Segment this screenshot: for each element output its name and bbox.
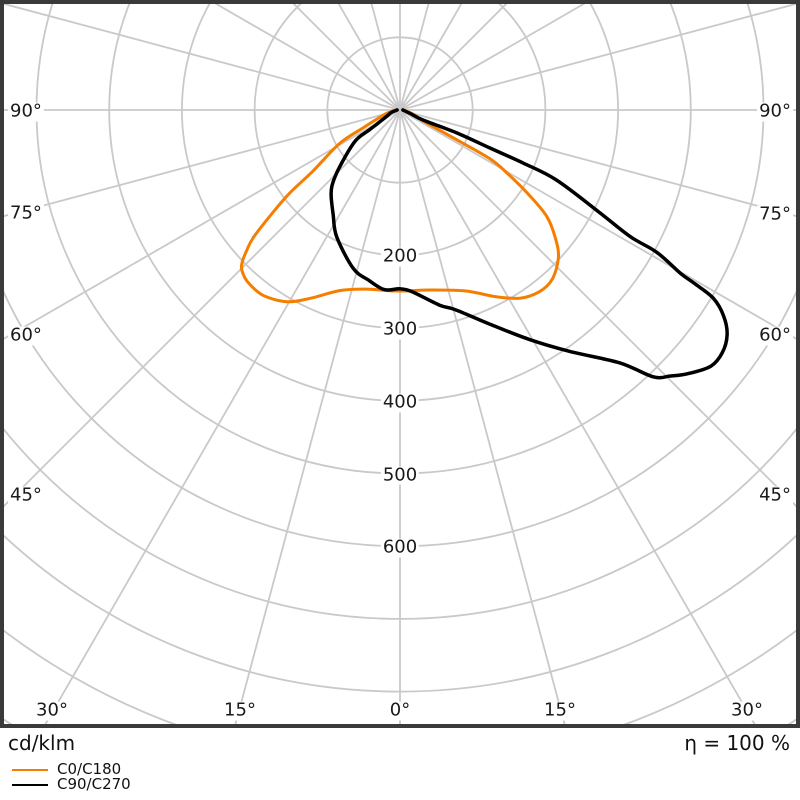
angle-label-45deg: 45° <box>757 484 793 506</box>
legend-swatch-c90-c270 <box>12 783 48 786</box>
legend: C0/C180 C90/C270 <box>12 762 131 792</box>
efficiency-label: η = 100 % <box>684 731 790 755</box>
grid-spoke <box>399 109 796 340</box>
angle-label-60deg: 60° <box>8 324 44 346</box>
grid-spoke <box>399 4 796 111</box>
series-curve-c90-c270 <box>329 108 729 380</box>
ring-label-200: 200 <box>380 245 420 267</box>
angle-label-90deg: 90° <box>757 100 793 122</box>
polar-chart: 200 300 400 500 600 90° 75° 60° 45° 90° 75° 60° 45° 3… <box>0 0 800 728</box>
legend-item-c90-c270: C90/C270 <box>12 777 131 792</box>
angle-label-15deg: 15° <box>542 699 578 721</box>
angle-label-45deg: 45° <box>8 484 44 506</box>
grid-spoke <box>370 4 401 111</box>
grid-spoke <box>399 109 756 724</box>
grid-spoke <box>399 109 796 508</box>
grid-spoke <box>4 109 401 340</box>
grid-spoke <box>234 109 401 724</box>
grid-spoke <box>399 4 508 111</box>
grid-spoke <box>4 109 401 508</box>
grid-spoke <box>399 4 430 111</box>
grid-spoke <box>292 4 401 111</box>
angle-label-60deg: 60° <box>757 324 793 346</box>
grid-spoke <box>4 109 401 218</box>
ring-label-400: 400 <box>380 391 420 413</box>
units-label: cd/klm <box>8 731 76 755</box>
legend-label-c0-c180: C0/C180 <box>57 760 122 778</box>
legend-item-c0-c180: C0/C180 <box>12 762 131 777</box>
grid-spoke <box>399 109 796 218</box>
legend-label-c90-c270: C90/C270 <box>57 775 131 793</box>
angle-label-75deg: 75° <box>757 203 793 225</box>
angle-label-30deg: 30° <box>729 699 765 721</box>
legend-swatch-c0-c180 <box>12 768 48 771</box>
series-curve-c0-c180 <box>239 108 561 304</box>
grid-spoke <box>4 4 401 111</box>
ring-label-500: 500 <box>380 464 420 486</box>
grid-spoke <box>214 4 401 111</box>
ring-label-300: 300 <box>380 318 420 340</box>
grid-spoke <box>399 4 586 111</box>
angle-label-15deg: 15° <box>222 699 258 721</box>
angle-label-30deg: 30° <box>34 699 70 721</box>
grid-spoke <box>399 109 566 724</box>
angle-label-90deg: 90° <box>8 100 44 122</box>
ring-label-600: 600 <box>380 536 420 558</box>
polar-chart-svg <box>4 4 796 724</box>
angle-label-75deg: 75° <box>8 202 44 224</box>
angle-label-0deg: 0° <box>387 699 413 721</box>
grid-spoke <box>44 109 401 724</box>
